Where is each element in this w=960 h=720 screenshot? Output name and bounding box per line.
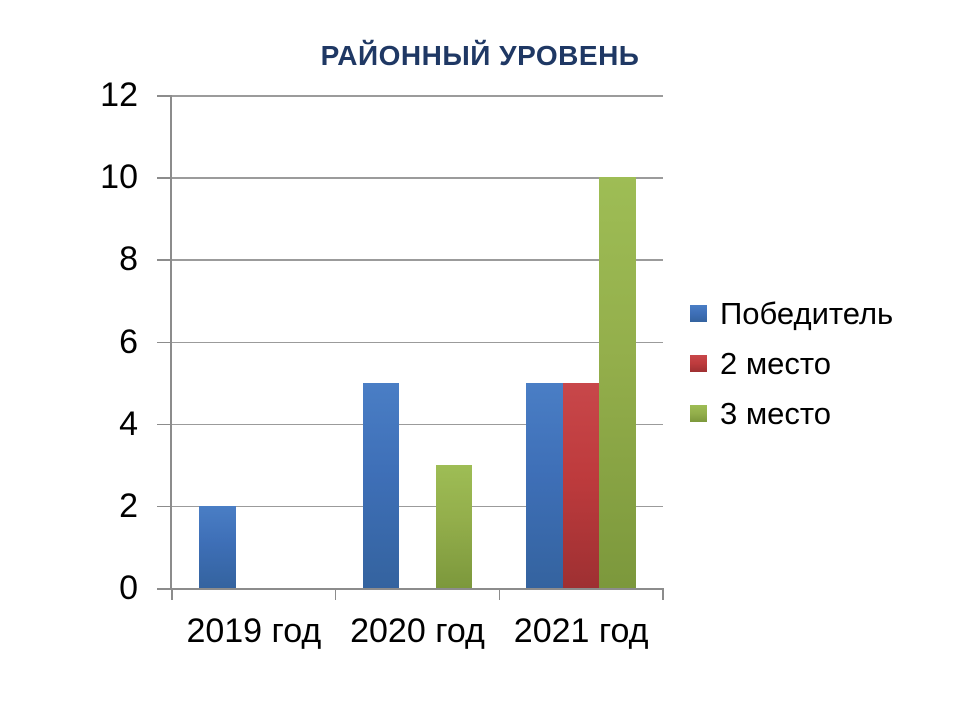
gridline-y2 <box>172 505 663 508</box>
legend-swatch-icon <box>690 405 707 422</box>
legend: Победитель 2 место 3 место <box>690 296 893 431</box>
gridline-y12 <box>172 95 663 97</box>
bar-3-место-2020-год <box>435 464 473 588</box>
legend-swatch-icon <box>690 305 707 322</box>
x-axis-tick-1 <box>334 588 337 600</box>
x-axis-tick-0 <box>171 588 173 600</box>
bar-Победитель-2020-год <box>362 382 400 588</box>
y-axis-tick-2 <box>157 505 172 508</box>
y-axis-label-12: 12 <box>100 76 138 114</box>
bar-2-место-2021-год <box>562 382 600 588</box>
legend-swatch-icon <box>690 355 707 372</box>
y-axis-label-8: 8 <box>119 240 138 279</box>
bar-group-2019-год <box>172 95 336 588</box>
plot-area: 0 2 4 6 8 10 12 2019 год 2020 год 2021 год <box>100 78 664 650</box>
legend-label: 2 место <box>720 346 831 381</box>
gridline-y6 <box>172 341 663 343</box>
legend-label: 3 место <box>720 396 831 431</box>
legend-label: Победитель <box>720 296 894 331</box>
bar-Победитель-2019-год <box>199 505 236 588</box>
y-axis-label-2: 2 <box>119 486 138 525</box>
legend-item-2-место: 2 место <box>690 346 893 381</box>
y-axis-tick-6 <box>157 341 172 343</box>
y-axis-label-4: 4 <box>119 404 138 443</box>
x-axis-tick-3 <box>662 588 664 600</box>
y-axis-tick-8 <box>157 259 172 261</box>
x-axis-label-2021-год: 2021 год <box>513 612 649 650</box>
y-axis-tick-4 <box>157 423 172 426</box>
chart-title: РАЙОННЫЙ УРОВЕНЬ <box>320 40 640 71</box>
legend-item-3-место: 3 место <box>690 396 893 431</box>
bar-group-2021-год <box>499 95 663 588</box>
x-axis-label-2019-год: 2019 год <box>186 612 322 650</box>
x-axis-label-2020-год: 2020 год <box>350 612 485 650</box>
bar-3-место-2021-год <box>599 177 636 588</box>
bar-group-2020-год <box>336 95 500 588</box>
y-axis-tick-0 <box>157 588 172 590</box>
legend-item-Победитель: Победитель <box>690 296 893 331</box>
y-axis-tick-10 <box>157 177 172 179</box>
y-axis-label-6: 6 <box>119 322 138 361</box>
y-axis-tick-12 <box>157 95 172 97</box>
gridline-y10 <box>172 177 663 179</box>
gridline-y8 <box>172 259 663 261</box>
y-axis-label-10: 10 <box>100 158 138 197</box>
gridline-y4 <box>172 423 663 426</box>
y-axis-label-0: 0 <box>119 569 138 607</box>
x-axis-tick-2 <box>498 588 501 600</box>
bar-Победитель-2021-год <box>526 382 563 588</box>
